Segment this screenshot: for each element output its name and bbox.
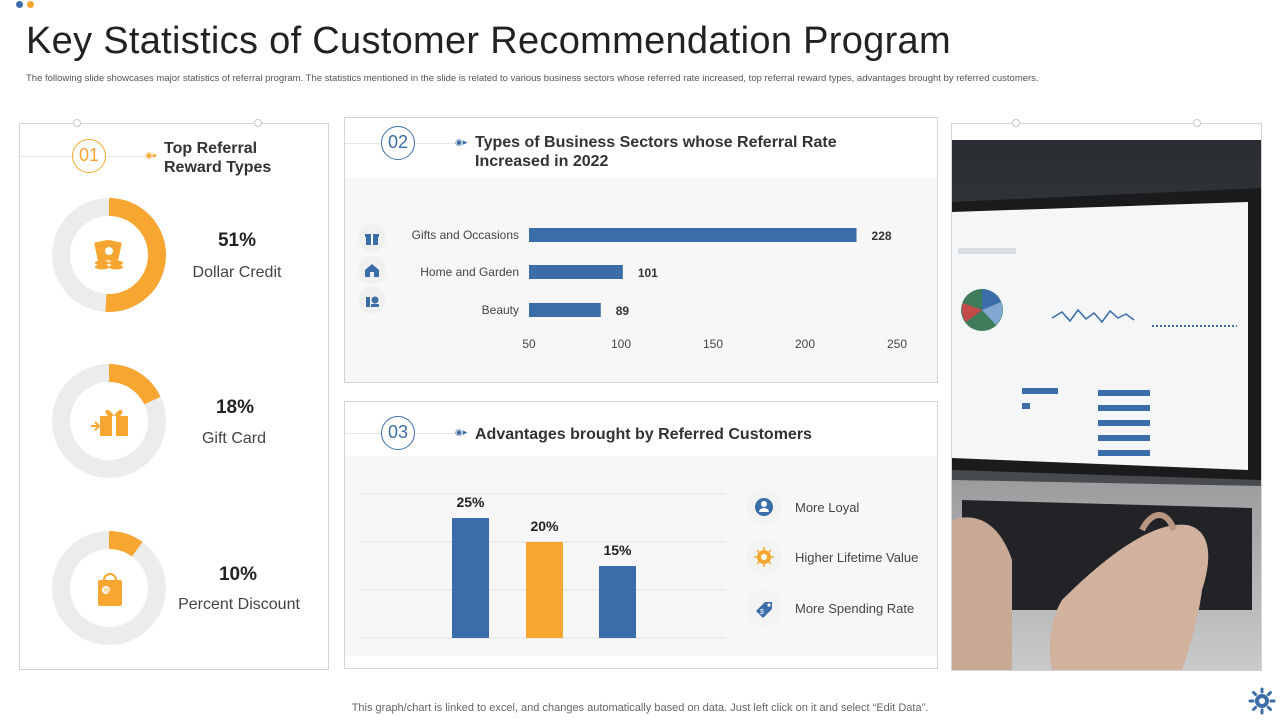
advantage-label: More Loyal (795, 500, 860, 515)
gift-card-icon (91, 409, 128, 436)
section-divider-line (345, 143, 381, 144)
loyal-customer-icon (746, 489, 782, 525)
reward-percent: 51% (217, 230, 257, 251)
section-title-line: Top Referral (164, 140, 258, 157)
reward-label: Dollar Credit (192, 264, 282, 281)
chart-background-band (345, 456, 937, 656)
lifetime-value-icon (746, 539, 782, 575)
reward-label: Gift Card (201, 430, 266, 447)
category-label: Beauty (482, 303, 519, 317)
section-divider-line (345, 433, 381, 434)
bar (529, 303, 601, 317)
beauty-icon (358, 286, 386, 314)
page-title: Key Statistics of Customer Recommendatio… (26, 20, 951, 62)
arrow-marker-icon: ◉▸ (455, 427, 468, 437)
advantages-bar-chart: 25% 20% 15% (360, 493, 726, 639)
section-divider-line (107, 156, 147, 157)
bar (526, 542, 563, 638)
panel-connector-knob (254, 119, 262, 127)
sector-bar-chart: Gifts and Occasions 228 Home and Garden 101… (412, 228, 907, 351)
section-title-line: Types of Business Sectors whose Referral… (475, 134, 837, 151)
donut-value-arc (105, 198, 166, 312)
section-number-badge: 01 (72, 139, 106, 173)
section-title-line: Reward Types (164, 159, 272, 176)
data-label: 101 (638, 266, 658, 280)
reward-percent: 18% (215, 397, 255, 418)
laptop-photo (952, 140, 1261, 670)
advantage-label: Higher Lifetime Value (795, 550, 919, 565)
gift-icon (358, 224, 386, 252)
section-number-badge: 02 (381, 126, 415, 160)
svg-text:$: $ (760, 609, 764, 616)
data-label: 25% (456, 494, 485, 510)
section-divider-line (416, 143, 456, 144)
section-divider-line (416, 433, 456, 434)
advantage-label: More Spending Rate (795, 601, 915, 616)
x-tick-label: 200 (795, 337, 815, 351)
data-label: 228 (872, 229, 892, 243)
panel-connector-knob (1193, 119, 1201, 127)
bar (529, 228, 857, 242)
money-stack-icon (94, 239, 123, 270)
x-tick-label: 250 (887, 337, 907, 351)
data-label: 89 (616, 304, 630, 318)
category-label: Home and Garden (420, 265, 519, 279)
spending-tag-icon: $ (746, 590, 782, 626)
gear-icon (1248, 687, 1276, 715)
reward-donut-chart (52, 364, 166, 478)
data-label: 20% (530, 518, 559, 534)
x-tick-label: 150 (703, 337, 723, 351)
arrow-marker-icon: ◉▸ (145, 150, 158, 160)
decor-dot-orange (27, 1, 34, 8)
decor-dot-blue (16, 1, 23, 8)
home-icon (358, 256, 386, 284)
section-title-line: Increased in 2022 (475, 153, 609, 170)
donut-value-arc (108, 364, 161, 405)
data-label: 15% (603, 542, 632, 558)
page-subtitle: The following slide showcases major stat… (26, 73, 1039, 84)
svg-text:%: % (104, 588, 110, 595)
reward-percent: 10% (218, 564, 258, 585)
section-title: Advantages brought by Referred Customers (475, 426, 812, 443)
arrow-marker-icon: ◉▸ (455, 137, 468, 147)
discount-bag-icon: % (98, 573, 122, 606)
bar (452, 518, 489, 638)
panel-connector-knob (1012, 119, 1020, 127)
bar (599, 566, 636, 638)
panel-connector-knob (73, 119, 81, 127)
section-divider-line (20, 156, 72, 157)
reward-label: Percent Discount (178, 596, 300, 613)
category-label: Gifts and Occasions (412, 228, 519, 242)
section-number-badge: 03 (381, 416, 415, 450)
x-tick-label: 100 (611, 337, 631, 351)
footer-note: This graph/chart is linked to excel, and… (351, 702, 929, 714)
section-title: Types of Business Sectors whose Referral… (475, 133, 837, 171)
donut-value-arc (108, 531, 143, 557)
x-tick-label: 50 (522, 337, 536, 351)
section-title: Top Referral Reward Types (164, 139, 271, 177)
chart-background-band (345, 178, 937, 382)
bar (529, 265, 623, 279)
